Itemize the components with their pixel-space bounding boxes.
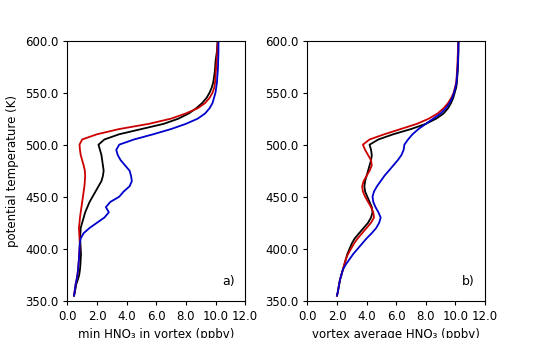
X-axis label: vortex average HNO₃ (ppbv): vortex average HNO₃ (ppbv) (312, 329, 480, 338)
Y-axis label: potential temperature (K): potential temperature (K) (6, 95, 19, 247)
Text: b): b) (462, 275, 475, 288)
Text: a): a) (222, 275, 234, 288)
X-axis label: min HNO₃ in vortex (ppbv): min HNO₃ in vortex (ppbv) (78, 329, 234, 338)
